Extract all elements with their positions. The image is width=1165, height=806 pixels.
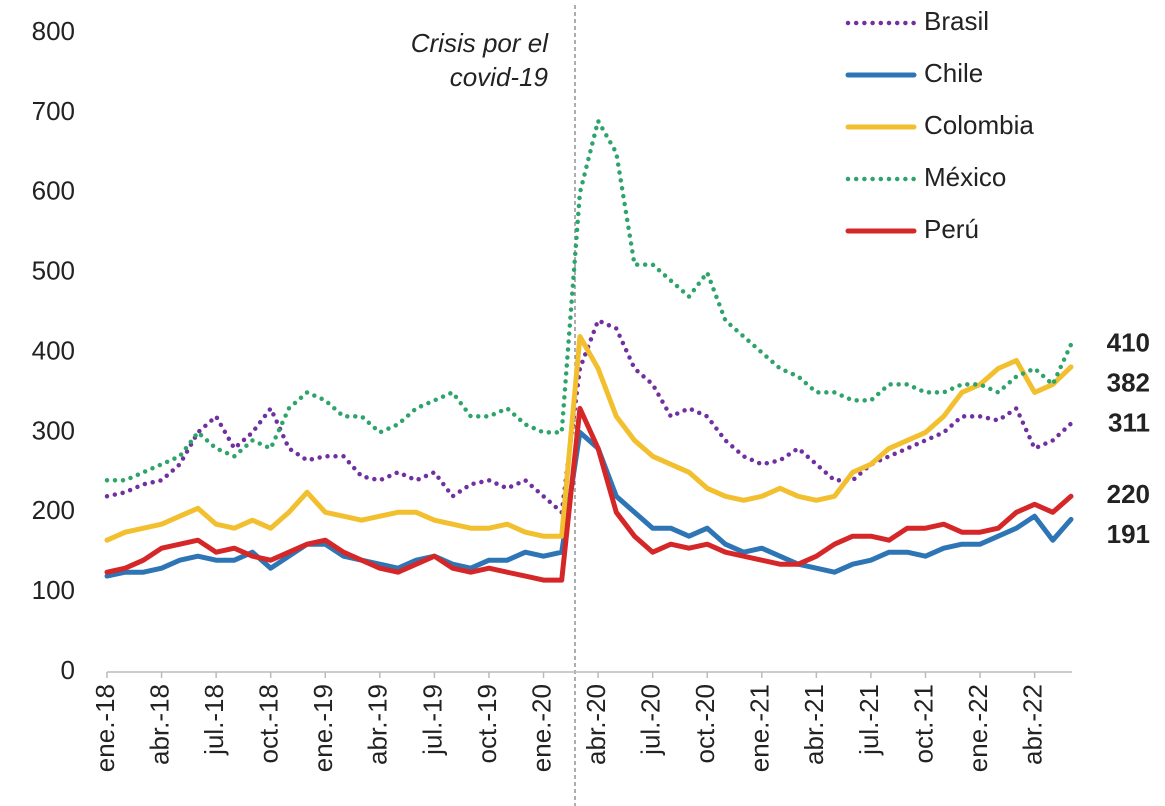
legend-label: México	[924, 162, 1006, 192]
legend-label: Colombia	[924, 110, 1034, 140]
x-tick-label: ene.-20	[526, 684, 556, 772]
x-tick-label: abr.-18	[144, 684, 174, 765]
x-tick-label: abr.-22	[1017, 684, 1047, 765]
legend-label: Perú	[924, 214, 979, 244]
y-tick-label: 800	[32, 16, 75, 46]
x-tick-label: ene.-18	[90, 684, 120, 772]
x-tick-label: jul.-20	[636, 684, 666, 756]
y-tick-label: 100	[32, 575, 75, 605]
end-label: 191	[1107, 519, 1150, 549]
end-label: 382	[1107, 367, 1150, 397]
y-tick-label: 700	[32, 96, 75, 126]
end-label: 220	[1107, 479, 1150, 509]
x-tick-label: oct.-18	[254, 684, 284, 764]
end-label: 311	[1108, 407, 1150, 437]
y-tick-label: 500	[32, 256, 75, 286]
x-tick-label: jul.-19	[417, 684, 447, 756]
y-tick-label: 0	[61, 655, 75, 685]
series-line	[104, 429, 1074, 579]
x-tick-label: abr.-19	[363, 684, 393, 765]
x-tick-label: abr.-21	[799, 684, 829, 765]
legend-label: Brasil	[924, 6, 989, 36]
x-tick-label: oct.-19	[472, 684, 502, 764]
series-line	[104, 334, 1074, 543]
x-tick-label: oct.-20	[690, 684, 720, 764]
y-tick-label: 200	[32, 495, 75, 525]
x-tick-label: ene.-21	[745, 684, 775, 772]
series-line	[104, 118, 1074, 483]
y-tick-label: 300	[32, 415, 75, 445]
x-tick-label: jul.-18	[199, 684, 229, 756]
series-line	[104, 405, 1074, 583]
x-tick-label: ene.-19	[308, 684, 338, 772]
x-tick-label: abr.-20	[581, 684, 611, 765]
x-tick-label: oct.-21	[908, 684, 938, 764]
y-tick-label: 600	[32, 176, 75, 206]
series-line	[104, 318, 1074, 515]
annotation: Crisis por el covid-19	[411, 28, 549, 92]
x-tick-label: jul.-21	[854, 684, 884, 756]
x-tick-label: ene.-22	[963, 684, 993, 772]
end-label: 410	[1107, 327, 1150, 357]
y-tick-label: 400	[32, 335, 75, 365]
legend-label: Chile	[924, 58, 983, 88]
